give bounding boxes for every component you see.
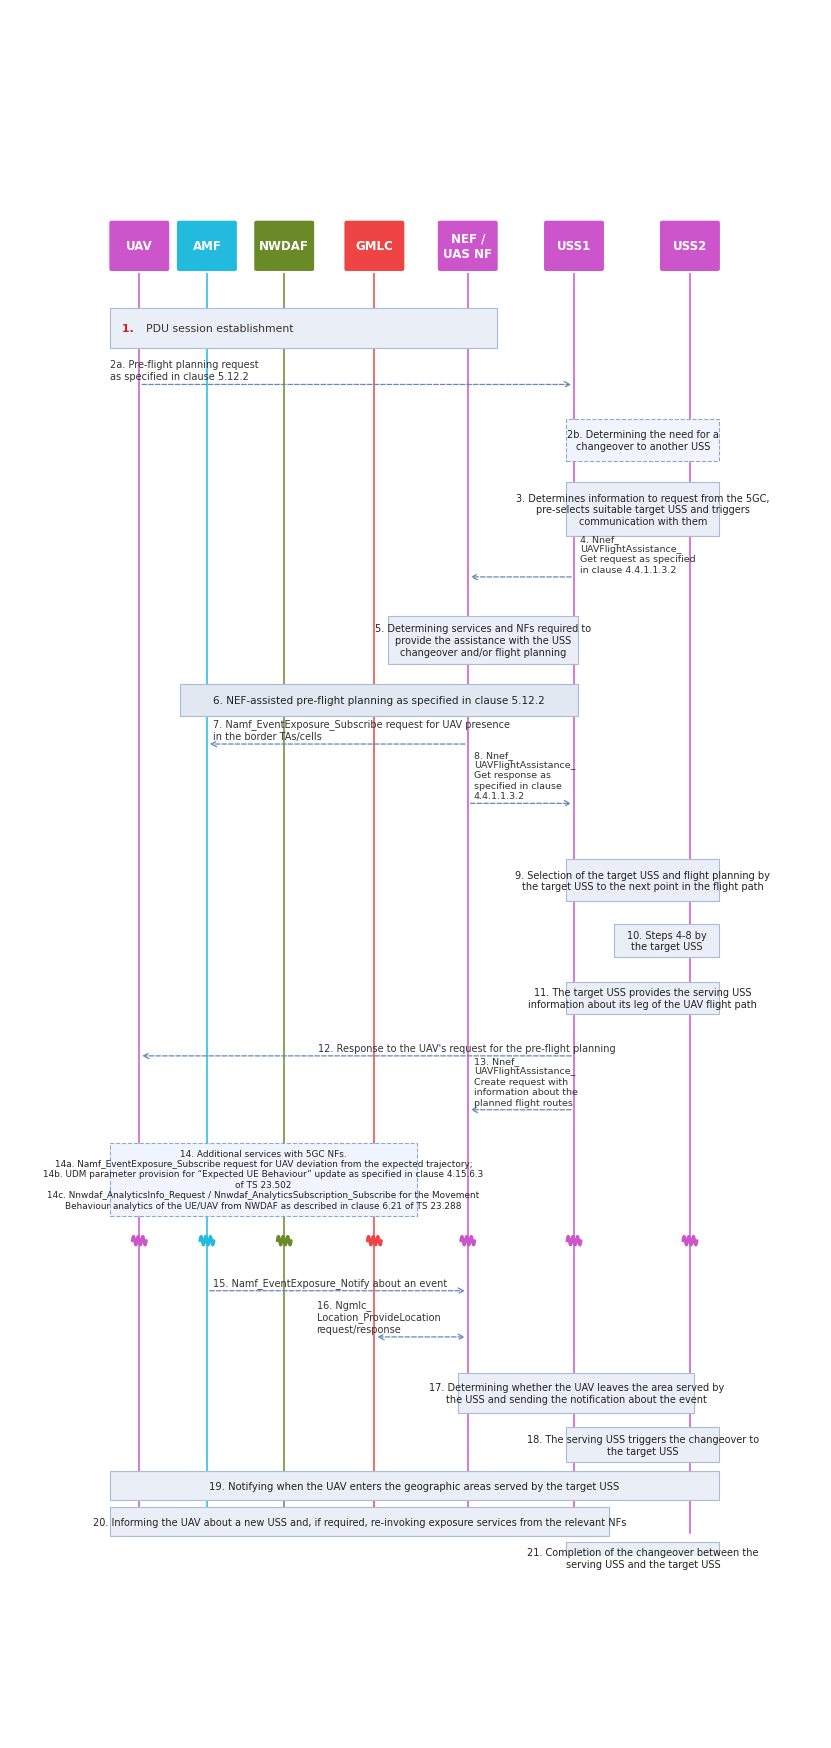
Text: 21. Completion of the changeover between the
serving USS and the target USS: 21. Completion of the changeover between… <box>527 1547 759 1568</box>
FancyBboxPatch shape <box>437 220 499 273</box>
FancyBboxPatch shape <box>566 1426 720 1463</box>
FancyBboxPatch shape <box>110 1143 417 1217</box>
FancyBboxPatch shape <box>566 482 720 537</box>
Text: 8. Nnef_
UAVFlightAssistance_
Get response as
specified in clause
4.4.1.1.3.2: 8. Nnef_ UAVFlightAssistance_ Get respon… <box>474 750 575 801</box>
Text: 2a. Pre-flight planning request
as specified in clause 5.12.2: 2a. Pre-flight planning request as speci… <box>110 360 258 381</box>
FancyBboxPatch shape <box>659 220 721 273</box>
FancyBboxPatch shape <box>566 860 720 902</box>
Text: 11. The target USS provides the serving USS
information about its leg of the UAV: 11. The target USS provides the serving … <box>529 988 757 1009</box>
FancyBboxPatch shape <box>566 420 720 461</box>
FancyBboxPatch shape <box>110 1472 720 1500</box>
Text: 12. Response to the UAV's request for the pre-flight planning: 12. Response to the UAV's request for th… <box>318 1044 616 1054</box>
FancyBboxPatch shape <box>179 685 578 717</box>
Text: NWDAF: NWDAF <box>259 239 309 253</box>
FancyBboxPatch shape <box>543 220 605 273</box>
Text: 17. Determining whether the UAV leaves the area served by
the USS and sending th: 17. Determining whether the UAV leaves t… <box>429 1383 724 1404</box>
Text: 20. Informing the UAV about a new USS and, if required, re-invoking exposure ser: 20. Informing the UAV about a new USS an… <box>93 1517 626 1526</box>
FancyBboxPatch shape <box>388 617 578 664</box>
Text: 9. Selection of the target USS and flight planning by
the target USS to the next: 9. Selection of the target USS and fligh… <box>515 871 770 891</box>
FancyBboxPatch shape <box>110 309 497 350</box>
Text: 2b. Determining the need for a
changeover to another USS: 2b. Determining the need for a changeove… <box>567 430 719 451</box>
FancyBboxPatch shape <box>108 220 170 273</box>
Text: 14. Additional services with 5GC NFs.
14a. Namf_EventExposure_Subscribe request : 14. Additional services with 5GC NFs. 14… <box>43 1148 484 1210</box>
Text: 4. Nnef_
UAVFlightAssistance_
Get request as specified
in clause 4.4.1.1.3.2: 4. Nnef_ UAVFlightAssistance_ Get reques… <box>580 535 696 575</box>
Text: PDU session establishment: PDU session establishment <box>145 323 293 334</box>
Text: NEF /
UAS NF: NEF / UAS NF <box>443 232 492 260</box>
Text: UAV: UAV <box>126 239 153 253</box>
Text: USS2: USS2 <box>673 239 707 253</box>
FancyBboxPatch shape <box>566 1542 720 1575</box>
Text: 1.: 1. <box>122 323 138 334</box>
Text: 15. Namf_EventExposure_Notify about an event: 15. Namf_EventExposure_Notify about an e… <box>213 1278 447 1288</box>
Text: GMLC: GMLC <box>356 239 393 253</box>
Text: 10. Steps 4-8 by
the target USS: 10. Steps 4-8 by the target USS <box>627 930 706 951</box>
FancyBboxPatch shape <box>176 220 238 273</box>
FancyBboxPatch shape <box>110 1507 609 1536</box>
Text: 5. Determining services and NFs required to
provide the assistance with the USS
: 5. Determining services and NFs required… <box>375 624 591 657</box>
FancyBboxPatch shape <box>566 982 720 1016</box>
FancyBboxPatch shape <box>343 220 406 273</box>
Text: 7. Namf_EventExposure_Subscribe request for UAV presence
in the border TAs/cells: 7. Namf_EventExposure_Subscribe request … <box>213 718 510 741</box>
Text: 19. Notifying when the UAV enters the geographic areas served by the target USS: 19. Notifying when the UAV enters the ge… <box>209 1481 620 1491</box>
Text: USS1: USS1 <box>557 239 591 253</box>
Text: 16. Ngmlc_
Location_ProvideLocation
request/response: 16. Ngmlc_ Location_ProvideLocation requ… <box>317 1299 440 1334</box>
Text: 13. Nnef_
UAVFlightAssistance_
Create request with
information about the
planned: 13. Nnef_ UAVFlightAssistance_ Create re… <box>474 1056 578 1106</box>
FancyBboxPatch shape <box>614 925 720 956</box>
FancyBboxPatch shape <box>459 1374 694 1414</box>
Text: 6. NEF-assisted pre-flight planning as specified in clause 5.12.2: 6. NEF-assisted pre-flight planning as s… <box>213 696 544 706</box>
FancyBboxPatch shape <box>253 220 315 273</box>
Text: AMF: AMF <box>193 239 221 253</box>
Text: 18. The serving USS triggers the changeover to
the target USS: 18. The serving USS triggers the changeo… <box>527 1433 759 1456</box>
Text: 3. Determines information to request from the 5GC,
pre-selects suitable target U: 3. Determines information to request fro… <box>516 493 770 526</box>
